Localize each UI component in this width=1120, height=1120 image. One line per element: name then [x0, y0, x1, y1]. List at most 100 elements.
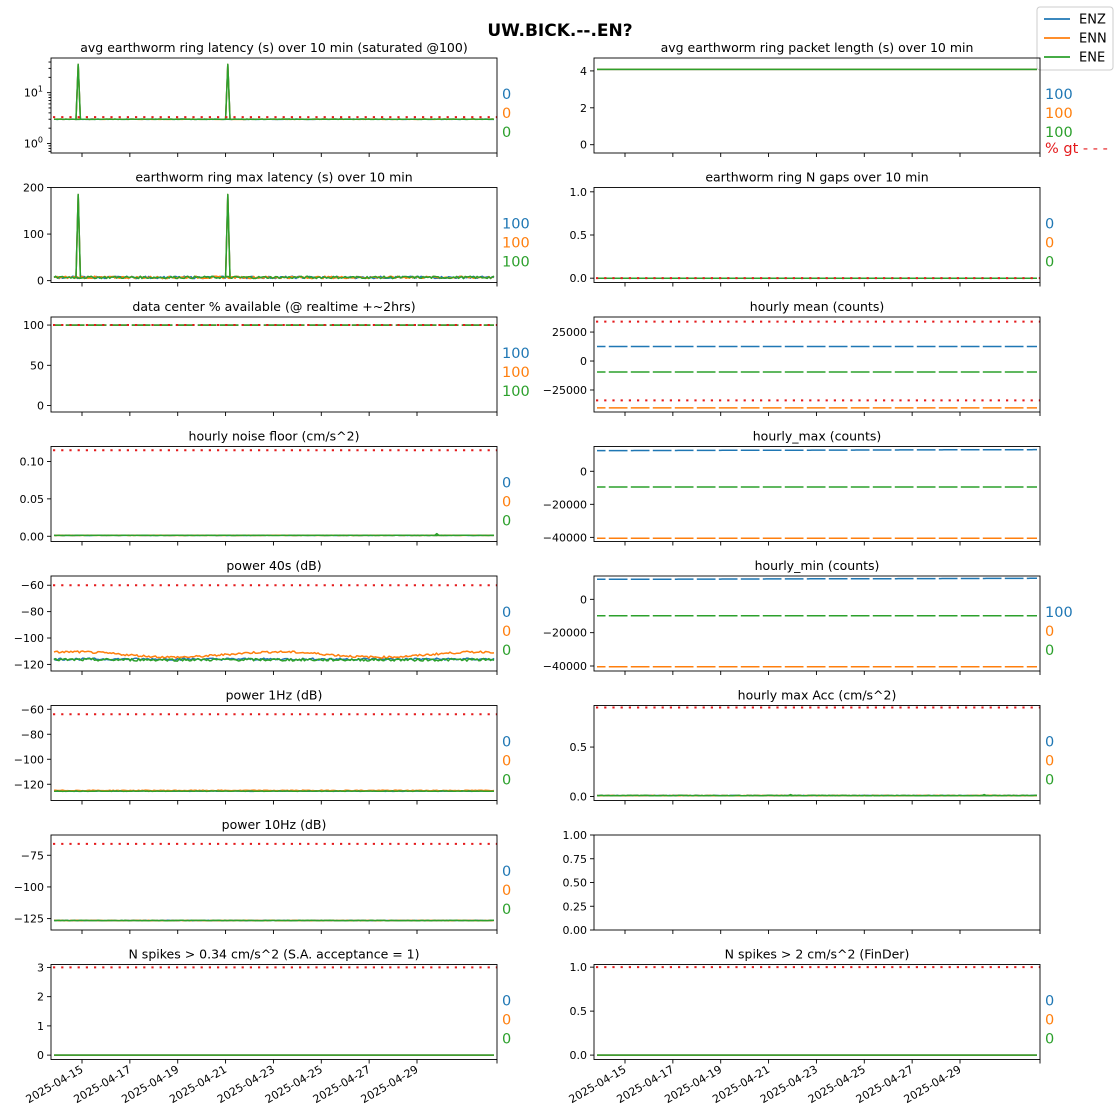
- panel-title: earthworm ring max latency (s) over 10 m…: [135, 170, 412, 185]
- pct-enz: 100: [1045, 87, 1073, 103]
- pct-enn: 0: [1045, 624, 1054, 640]
- pct-enz: 0: [502, 994, 511, 1010]
- pct-ene: 0: [1045, 1032, 1054, 1048]
- plot-area: [593, 964, 1041, 1060]
- plot-area: [593, 316, 1041, 413]
- panel-title: power 1Hz (dB): [226, 688, 323, 703]
- y-tick-label: 0.10: [20, 455, 45, 468]
- y-tick-label: 0.25: [563, 900, 588, 913]
- series-group: [53, 532, 495, 537]
- series-ene: [54, 790, 495, 793]
- spike-ene: [224, 193, 231, 278]
- panel-p11: earthworm ring N gaps over 10 min 0.0 0.5 1…: [570, 170, 1054, 287]
- pct-enn: 0: [1045, 236, 1054, 252]
- y-tick-label: 4: [580, 65, 587, 78]
- series-ene: [53, 657, 495, 662]
- y-tick-label: −120: [14, 658, 44, 671]
- series-enz: [597, 448, 1037, 452]
- pct-ene: 100: [1045, 125, 1073, 141]
- panel-p00: avg earthworm ring latency (s) over 10 m…: [24, 40, 511, 157]
- series-group: [596, 793, 1038, 797]
- y-tick-label: 25000: [552, 326, 587, 339]
- pct-ene: 0: [502, 643, 511, 659]
- spike-ene: [788, 793, 794, 797]
- spike-ene: [981, 793, 987, 797]
- spike-ene: [75, 63, 82, 120]
- panel-p40: power 40s (dB) −120 −100 −80 −60 0 0 0: [14, 558, 511, 675]
- y-tick-label: −20000: [543, 498, 587, 511]
- y-tick-label: 50: [30, 359, 44, 372]
- panel-p31: hourly_max (counts) −40000 −20000 0: [543, 429, 1041, 546]
- plot-area: [50, 446, 498, 542]
- y-tick-label: 100: [24, 135, 43, 150]
- y-tick-label: 0.05: [20, 493, 45, 506]
- y-tick-label: −80: [21, 606, 44, 619]
- y-tick-label: 200: [23, 182, 44, 195]
- plot-area: [593, 575, 1041, 672]
- series-group: [53, 193, 495, 280]
- spike-ene: [75, 193, 82, 278]
- plot-area: [50, 57, 498, 154]
- series-enz: [597, 577, 1037, 581]
- pct-enz: 100: [502, 217, 530, 233]
- legend-box: [1036, 6, 1114, 71]
- y-tick-label: −60: [21, 579, 44, 592]
- panel-title: hourly mean (counts): [750, 299, 884, 314]
- spike-ene: [224, 63, 231, 120]
- panel-title: data center % available (@ realtime +~2h…: [132, 299, 415, 314]
- plot-area: [50, 316, 498, 413]
- y-tick-label: −100: [14, 881, 44, 894]
- pct-enn: 0: [502, 1013, 511, 1029]
- pct-enz: 0: [502, 605, 511, 621]
- panel-p60: power 10Hz (dB) −125 −100 −75 0 0 0: [14, 817, 511, 934]
- y-tick-label: 0: [580, 593, 587, 606]
- panel-p70: N spikes > 0.34 cm/s^2 (S.A. acceptance …: [24, 947, 512, 1107]
- y-tick-label: 0.5: [570, 229, 588, 242]
- pct-ene: 0: [502, 902, 511, 918]
- y-tick-label: 1: [37, 1020, 44, 1033]
- pct-enn: 0: [1045, 754, 1054, 770]
- y-tick-label: 2: [37, 991, 44, 1004]
- panel-p10: earthworm ring max latency (s) over 10 m…: [23, 170, 530, 288]
- panel-p21: hourly mean (counts) −25000 0 25000: [543, 299, 1041, 416]
- series-group: [597, 345, 1037, 409]
- pct-ene: 0: [502, 125, 511, 141]
- plot-area: [50, 187, 498, 283]
- y-tick-label: 2: [580, 102, 587, 115]
- spike-ene: [434, 532, 440, 536]
- plot-area: [50, 834, 498, 931]
- pct-ene: 100: [502, 384, 530, 400]
- y-tick-label: −125: [14, 913, 44, 926]
- y-tick-label: 101: [24, 85, 43, 100]
- pct-ene: 0: [1045, 255, 1054, 271]
- series-ene: [53, 275, 495, 280]
- plot-area: [50, 705, 498, 801]
- panel-p20: data center % available (@ realtime +~2h…: [23, 299, 530, 416]
- y-tick-label: −75: [21, 849, 44, 862]
- panel-p61: 0.00 0.25 0.50 0.75 1.00: [563, 829, 1041, 937]
- plot-area: [593, 57, 1041, 154]
- series-group: [597, 448, 1037, 539]
- legend-label-ene: ENE: [1079, 51, 1105, 66]
- pct-ene: 0: [1045, 773, 1054, 789]
- y-tick-label: 0: [37, 400, 44, 413]
- pct-enz: 0: [502, 87, 511, 103]
- figure-title: UW.BICK.--.EN?: [487, 21, 632, 41]
- panel-title: N spikes > 2 cm/s^2 (FinDer): [725, 947, 910, 962]
- panel-p01: avg earthworm ring packet length (s) ove…: [580, 40, 1108, 157]
- y-tick-label: 0.5: [570, 1005, 588, 1018]
- y-tick-label: −100: [14, 753, 44, 766]
- pct-enn: 0: [1045, 1013, 1054, 1029]
- panel-title: hourly_min (counts): [755, 558, 880, 573]
- series-group: [53, 650, 495, 662]
- gt-label: % gt - - -: [1045, 141, 1108, 157]
- plot-area: [593, 705, 1041, 801]
- panel-title: N spikes > 0.34 cm/s^2 (S.A. acceptance …: [128, 947, 419, 962]
- plot-area: [50, 575, 498, 672]
- y-tick-label: −20000: [543, 627, 587, 640]
- pct-ene: 0: [502, 1032, 511, 1048]
- y-tick-label: 0: [580, 465, 587, 478]
- pct-enn: 0: [502, 495, 511, 511]
- pct-enn: 0: [502, 106, 511, 122]
